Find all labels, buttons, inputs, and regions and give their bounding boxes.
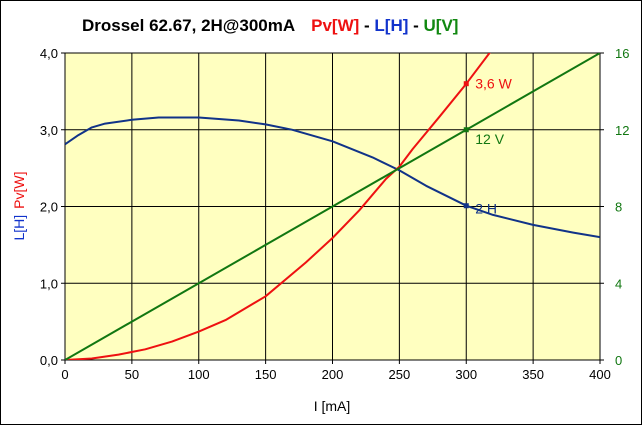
y-label-pv: Pv[W]: [11, 171, 27, 208]
x-tick-label: 250: [389, 367, 411, 382]
x-axis-label: I [mA]: [314, 398, 351, 414]
title-pv: Pv[W]: [311, 16, 359, 35]
title-l: L[H]: [374, 16, 408, 35]
x-tick-label: 300: [455, 367, 477, 382]
title-u: U[V]: [424, 16, 459, 35]
y-right-tick-label: 16: [615, 46, 629, 61]
y-left-tick-label: 2,0: [40, 200, 58, 215]
y-left-tick-label: 4,0: [40, 46, 58, 61]
title-sep-2: -: [408, 16, 423, 35]
x-tick-label: 400: [589, 367, 611, 382]
series-layer: [65, 53, 600, 360]
y-left-tick-label: 1,0: [40, 276, 58, 291]
y-left-tick-label: 0,0: [40, 353, 58, 368]
series-line-pv: [65, 53, 491, 360]
annotations: 3,6 W 12 V 2 H: [475, 76, 512, 217]
annotation-marker: [463, 81, 469, 87]
x-tick-label: 100: [188, 367, 210, 382]
annotation-marker: [463, 127, 469, 133]
x-tick-label: 0: [61, 367, 68, 382]
annotation-marker: [463, 203, 469, 209]
y-right-tick-labels: 0 4 8 12 16: [615, 46, 629, 368]
x-tick-labels: 0 50 100 150 200 250 300 350 400: [61, 367, 610, 382]
x-tick-label: 200: [322, 367, 344, 382]
x-tick-label: 50: [125, 367, 139, 382]
y-label-l: L[H]: [11, 215, 27, 241]
series-line-u: [65, 53, 600, 360]
y-left-tick-labels: 0,0 1,0 2,0 3,0 4,0: [40, 46, 58, 368]
y-right-tick-label: 8: [615, 200, 622, 215]
annotation-label: 12 V: [475, 131, 504, 147]
y-right-tick-label: 0: [615, 353, 622, 368]
y-axis-label-left: L[H] Pv[W]: [11, 171, 27, 240]
y-left-tick-label: 3,0: [40, 123, 58, 138]
y-right-tick-label: 12: [615, 123, 629, 138]
title-sep-1: -: [359, 16, 374, 35]
title-prefix: Drossel 62.67, 2H@300mA: [82, 16, 295, 35]
grid: [61, 52, 604, 364]
annotation-label: 3,6 W: [475, 76, 512, 92]
x-tick-label: 350: [522, 367, 544, 382]
y-right-tick-label: 4: [615, 276, 622, 291]
chart-title: Drossel 62.67, 2H@300mA Pv[W] - L[H] - U[…: [82, 16, 458, 35]
series-line-l: [65, 116, 600, 239]
annotation-label: 2 H: [475, 201, 497, 217]
marker-layer: [463, 81, 469, 209]
x-tick-label: 150: [255, 367, 277, 382]
